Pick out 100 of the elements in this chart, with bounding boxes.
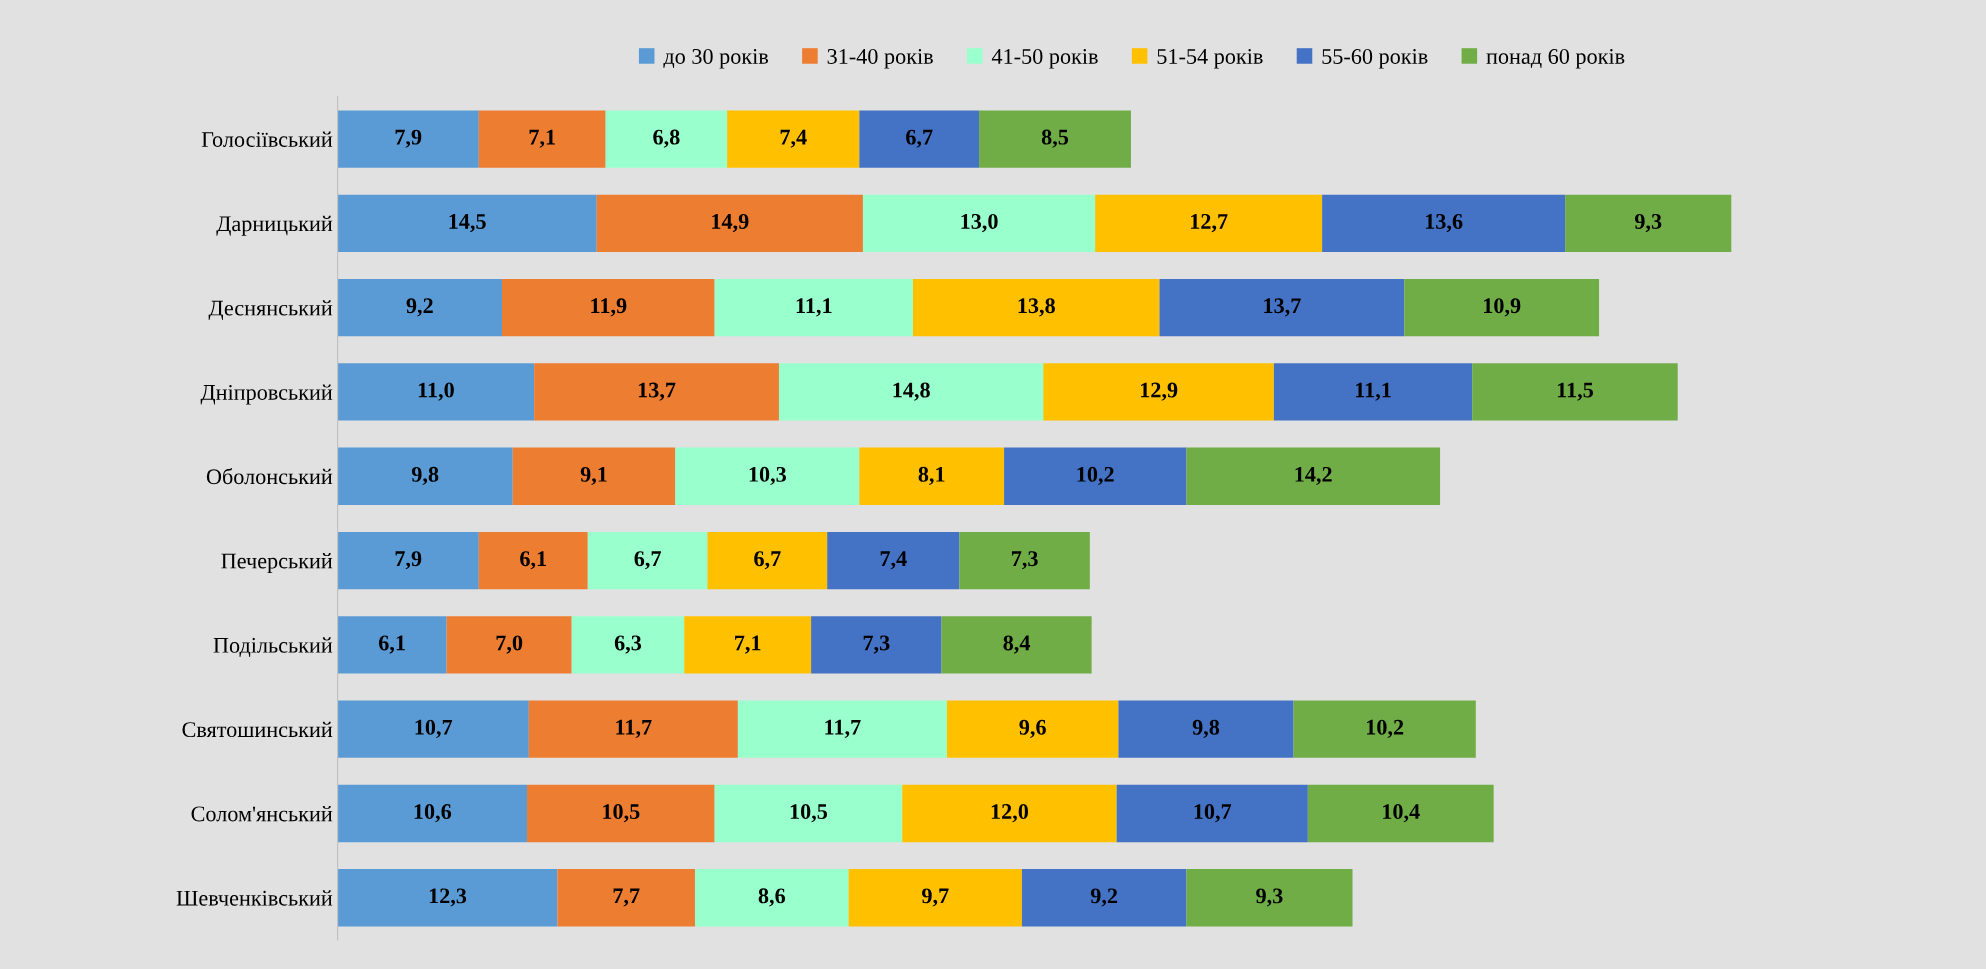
data-label: 6,8 [653,129,680,148]
data-label: 11,9 [591,298,627,317]
data-label: 10,4 [1383,804,1420,823]
bar [859,447,1005,505]
bar [557,869,695,927]
bar [727,110,860,168]
bar [1116,784,1308,843]
data-label: 7,3 [1012,551,1038,570]
data-label: 6,3 [614,635,642,654]
bar [1004,447,1187,505]
data-label: 11,7 [825,719,861,738]
data-label: 11,1 [1356,382,1391,401]
data-label: 11,1 [796,298,832,317]
legend-label: 51-54 років [1157,49,1263,69]
data-label: 10,7 [1194,804,1232,823]
data-label: 10,2 [1367,719,1404,738]
bar [1565,194,1732,253]
bar [694,869,849,927]
data-label: 7,7 [613,888,640,907]
bar [1293,700,1476,758]
bar [902,784,1117,843]
data-label: 8,1 [918,466,945,486]
data-label: 8,5 [1041,129,1069,148]
bar [862,194,1096,253]
bar [596,194,863,253]
bar [714,278,913,337]
bar [337,869,558,927]
data-label: 9,8 [411,466,439,486]
bar [337,447,513,505]
data-label: 10,9 [1484,298,1521,317]
y-tick-label: Святошинський [182,721,333,738]
bar [527,784,715,843]
bar [512,447,676,505]
data-label: 10,2 [1077,466,1114,486]
bar [979,110,1131,168]
bar [1186,447,1441,505]
data-label: 14,9 [712,213,749,233]
data-label: 7,3 [863,635,890,654]
data-label: 7,9 [395,551,422,570]
bar [337,531,479,590]
data-label: 6,7 [634,551,661,570]
data-label: 8,4 [1003,635,1031,654]
data-label: 9,2 [1090,888,1118,907]
data-label: 10,3 [749,466,787,486]
bar [587,531,708,590]
data-label: 13,7 [638,382,676,401]
y-tick-label: Дніпровський [200,384,333,405]
data-label: 14,2 [1295,466,1332,486]
data-label: 13,7 [1264,298,1301,317]
bar [1307,784,1494,843]
data-label: 7,9 [395,129,422,148]
y-tick-label: Дарницький [216,215,333,236]
data-label: 12,7 [1191,213,1228,233]
bar [446,616,572,674]
data-label: 10,5 [603,804,640,823]
bar [1186,869,1353,927]
bar [859,110,980,168]
data-label: 13,6 [1425,213,1463,233]
data-label: 7,0 [496,635,523,654]
y-tick-label: Печерський [221,553,333,574]
data-label: 14,5 [449,214,486,233]
data-label: 6,7 [754,551,781,570]
data-label: 7,1 [735,635,761,654]
bar [714,784,903,843]
bar [1404,278,1600,337]
data-label: 14,8 [893,382,930,401]
bar [528,700,738,758]
y-tick-label: Шевченківський [176,890,333,906]
data-label: 6,1 [520,551,547,570]
legend-label: до 30 років [663,48,769,69]
data-label: 13,0 [961,213,998,233]
bar [1043,363,1274,421]
bar [1322,194,1566,253]
legend-label: 55-60 років [1322,48,1428,69]
bar [337,363,535,421]
data-label: 9,6 [1019,719,1046,738]
bar [1159,278,1405,337]
y-tick-label: Деснянський [208,300,333,321]
bar [1273,363,1473,421]
data-label: 11,0 [418,382,454,401]
bar [605,110,728,168]
bar [1095,194,1323,253]
data-label: 7,4 [780,129,807,148]
data-label: 7,1 [529,129,555,148]
data-label: 11,7 [616,719,652,738]
data-label: 9,1 [580,466,607,486]
data-label: 10,5 [790,804,828,823]
bar [337,110,479,168]
bar [811,616,942,674]
y-tick-label: Подільський [213,637,333,657]
data-label: 12,0 [991,804,1029,823]
bar [337,784,528,843]
bar [959,531,1090,590]
legend-label: понад 60 років [1486,48,1625,69]
data-label: 9,7 [922,888,949,907]
bar [502,278,715,337]
bar [337,700,529,758]
bar [848,869,1022,927]
bar [675,447,860,505]
bar [478,531,588,590]
